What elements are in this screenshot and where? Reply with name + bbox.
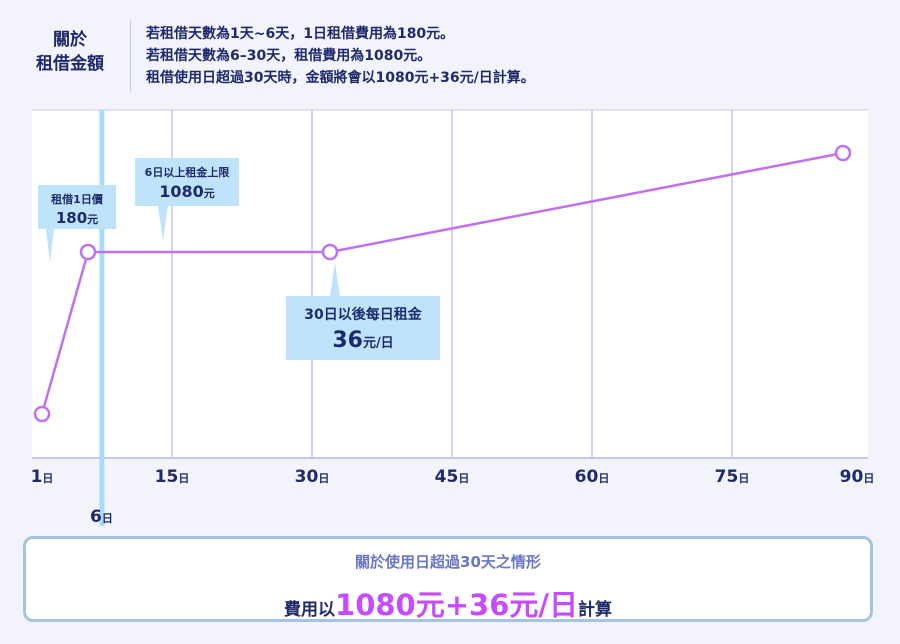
data-point [33, 405, 51, 423]
summary-box: 關於使用日超過30天之情形 費用以1080元+36元/日計算 [23, 536, 873, 622]
data-point [79, 243, 97, 261]
summary-prefix: 費用以 [284, 600, 336, 620]
annotation-price-cap: 6日以上租金上限 1080元 [135, 158, 239, 206]
x-tick-label: 30日 [295, 467, 330, 487]
about-title-line2: 租借金額 [36, 54, 104, 74]
pricing-rule: 若租借天數為6–30天，租借費用為1080元。 [146, 48, 432, 64]
annotation-unit: 元 [203, 187, 215, 200]
x-tick-label: 90日 [840, 467, 875, 487]
header-divider [130, 20, 131, 92]
annotation-daily-rate: 30日以後每日租金 36元/日 [286, 296, 440, 360]
pricing-rules: 若租借天數為1天~6天，1日租借費用為180元。 若租借天數為6–30天，租借費… [146, 23, 535, 89]
annotation-label: 租借1日價 [51, 193, 103, 206]
pricing-rule: 租借使用日超過30天時，金額將會以1080元+36元/日計算。 [146, 70, 535, 86]
day-6-marker-line [99, 110, 105, 526]
x-tick-label: 45日 [435, 467, 470, 487]
summary-title: 關於使用日超過30天之情形 [355, 553, 541, 571]
about-title-line1: 關於 [53, 30, 87, 50]
header: 關於 租借金額 若租借天數為1天~6天，1日租借費用為180元。 若租借天數為6… [0, 0, 900, 100]
annotation-value: 36 [332, 328, 363, 353]
annotation-unit: 元 [87, 213, 99, 226]
x-tick-label: 15日 [155, 467, 190, 487]
summary-text: 費用以1080元+36元/日計算 [26, 582, 870, 624]
pricing-rule: 若租借天數為1天~6天，1日租借費用為180元。 [146, 26, 455, 42]
callout-pointer [330, 262, 340, 296]
summary-highlight: 1080元+36元/日 [335, 588, 578, 622]
data-point [834, 144, 852, 162]
annotation-label: 6日以上租金上限 [144, 166, 230, 179]
annotation-one-day-price: 租借1日價 180元 [38, 185, 116, 229]
annotation-value: 1080 [159, 182, 204, 201]
price-line-chart: 1日 15日 30日 45日 60日 75日 90日 6日 [31, 109, 875, 527]
annotation-value: 180 [55, 209, 88, 227]
data-point [321, 243, 339, 261]
summary-suffix: 計算 [577, 600, 612, 620]
annotation-label: 30日以後每日租金 [304, 307, 422, 323]
x-tick-label: 60日 [575, 467, 610, 487]
price-series-line [40, 151, 844, 415]
callout-pointer [158, 206, 168, 240]
callout-pointer [46, 229, 54, 263]
x-tick-label: 1日 [31, 467, 54, 487]
x-tick-label: 75日 [715, 467, 750, 487]
annotation-unit: 元/日 [362, 336, 394, 351]
about-title: 關於 租借金額 [22, 28, 118, 76]
marker-tick-label: 6日 [90, 507, 113, 527]
